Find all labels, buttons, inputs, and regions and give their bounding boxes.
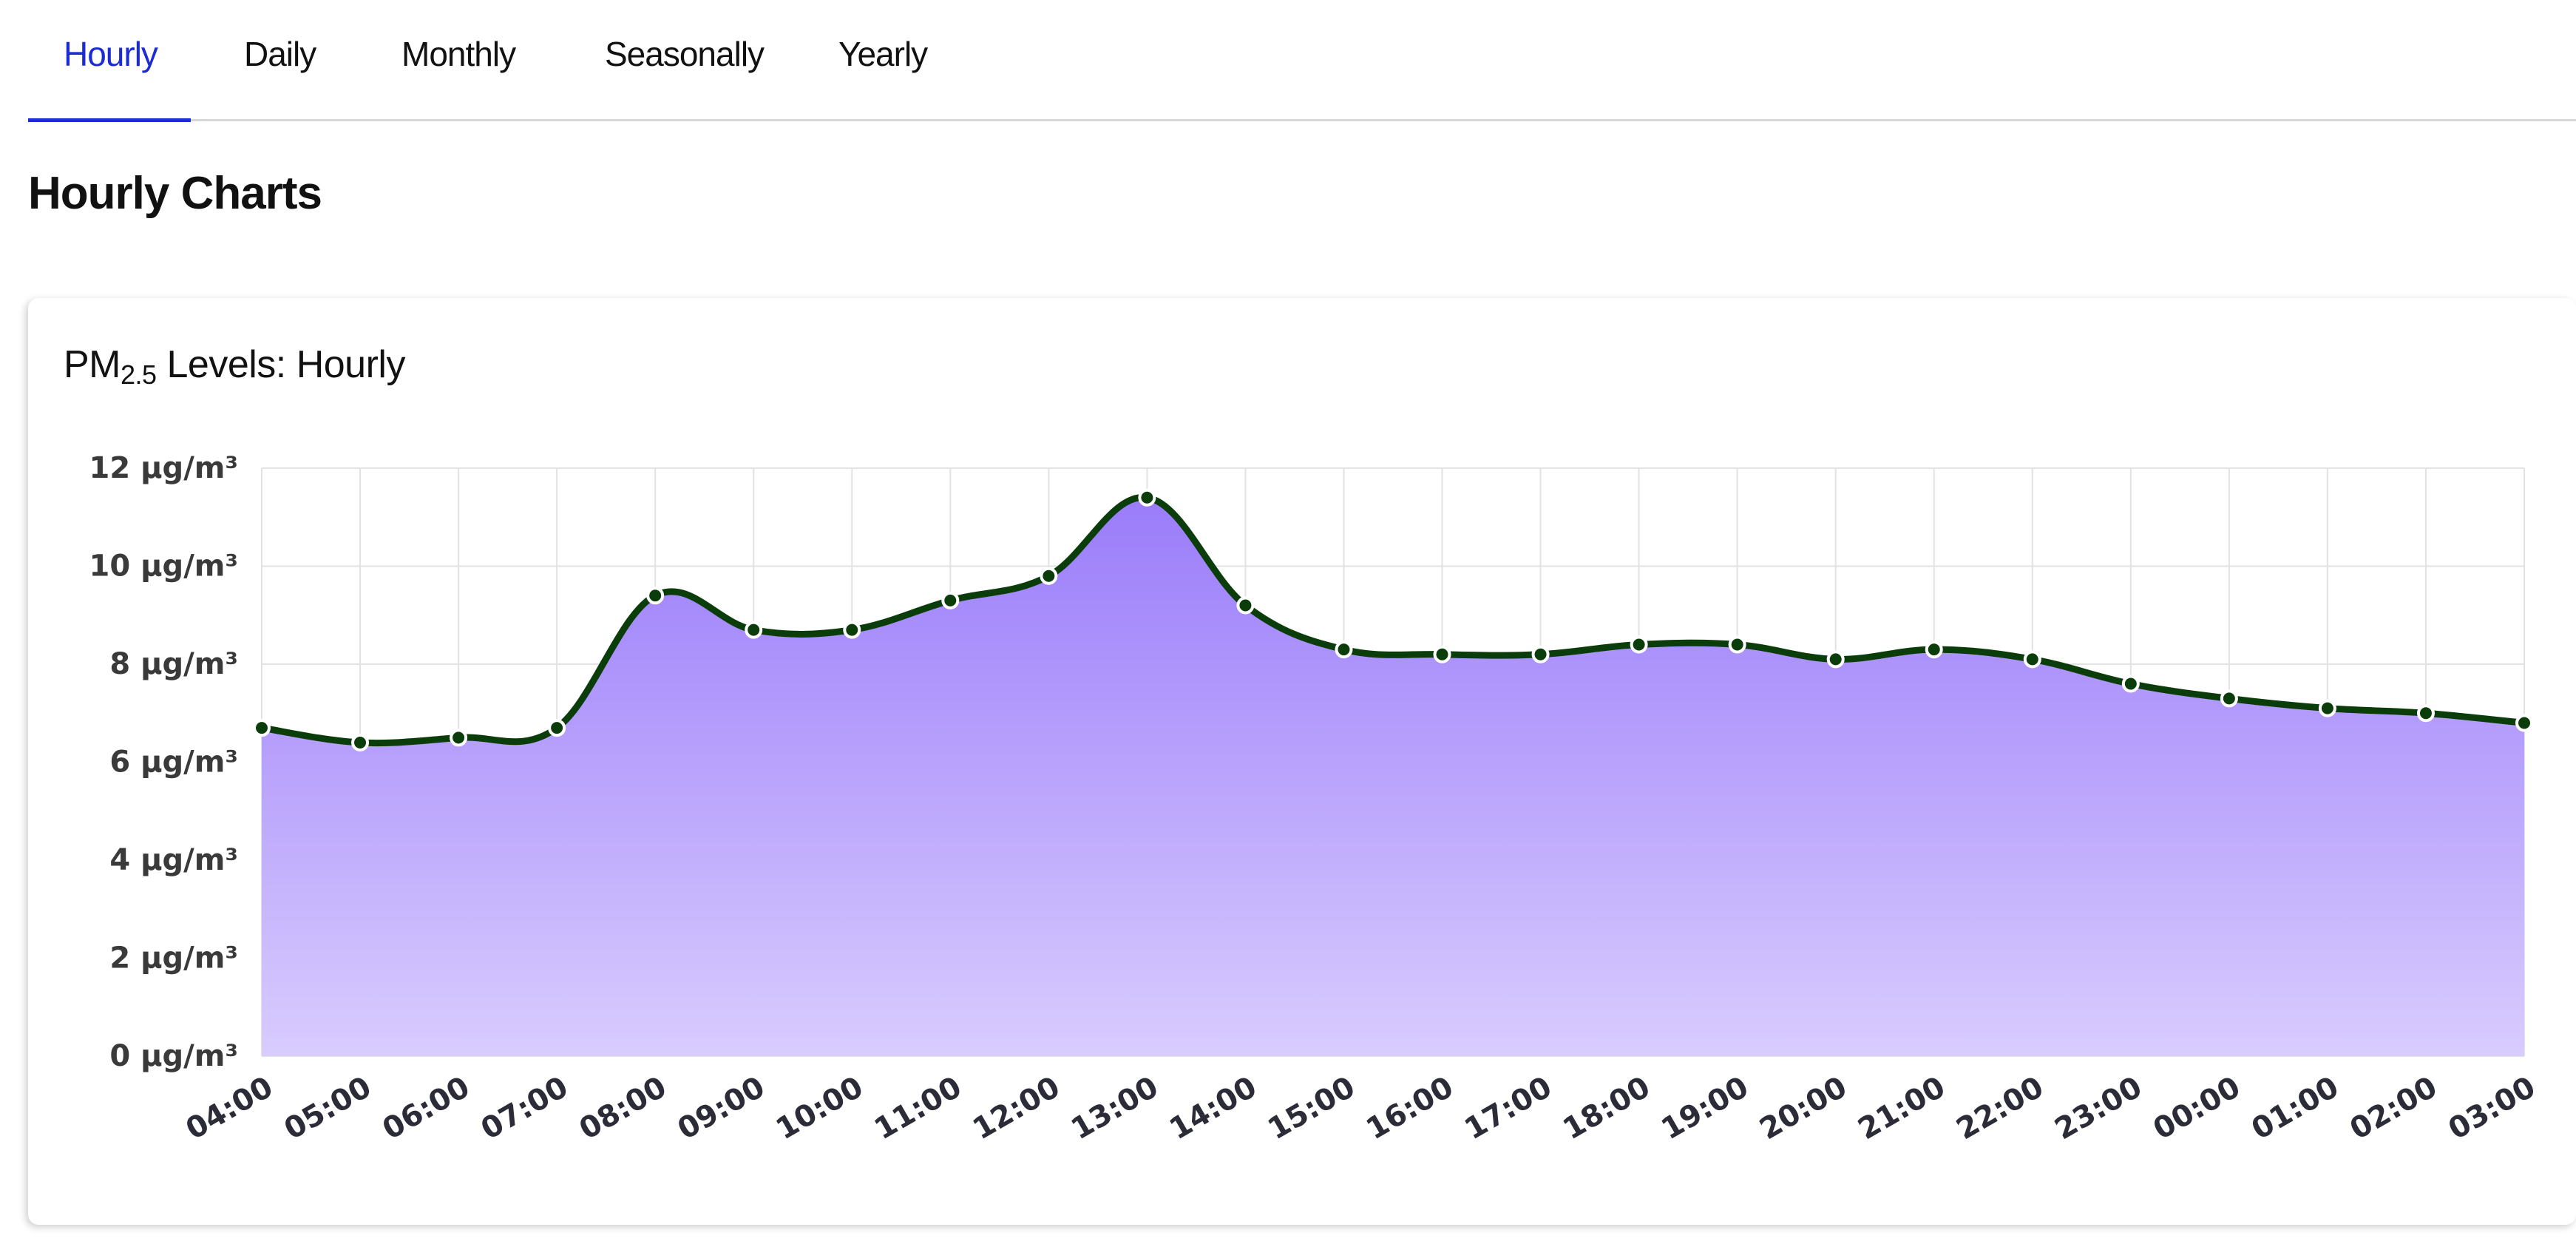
chart-title-rest: Levels: Hourly bbox=[156, 343, 405, 386]
page-title: Hourly Charts bbox=[28, 168, 322, 219]
pm25-area-chart: 0 µg/m³ 2 µg/m³ 4 µg/m³ 6 µg/m³ 8 µg/m³ 10 µg… bbox=[89, 451, 2541, 1147]
x-tick-label: 04:00 bbox=[180, 1070, 279, 1147]
data-point-2100 bbox=[1925, 641, 1943, 659]
data-point-0100 bbox=[2318, 699, 2336, 717]
data-point-1900 bbox=[1728, 635, 1746, 654]
x-tick-label: 08:00 bbox=[574, 1070, 672, 1147]
area-fill bbox=[262, 497, 2524, 1056]
tab-yearly[interactable]: Yearly bbox=[838, 35, 928, 73]
x-tick-label: 15:00 bbox=[1262, 1070, 1360, 1147]
data-point-1500 bbox=[1335, 641, 1353, 659]
data-point-0800 bbox=[646, 587, 665, 605]
data-point-0200 bbox=[2416, 704, 2435, 723]
x-tick-label: 23:00 bbox=[2050, 1070, 2148, 1147]
y-tick-label: 10 µg/m³ bbox=[89, 550, 238, 584]
x-tick-label: 19:00 bbox=[1655, 1070, 1754, 1147]
tab-daily[interactable]: Daily bbox=[244, 35, 316, 73]
x-tick-label: 22:00 bbox=[1951, 1070, 2050, 1147]
x-tick-label: 18:00 bbox=[1557, 1070, 1655, 1147]
data-point-1000 bbox=[843, 621, 861, 639]
chart-title-main: PM bbox=[64, 343, 121, 386]
data-point-1200 bbox=[1040, 567, 1058, 585]
x-tick-label: 10:00 bbox=[770, 1070, 869, 1147]
x-tick-label: 21:00 bbox=[1852, 1070, 1950, 1147]
y-tick-label: 8 µg/m³ bbox=[109, 647, 238, 681]
x-tick-label: 00:00 bbox=[2148, 1070, 2246, 1147]
data-point-2000 bbox=[1826, 650, 1845, 669]
y-tick-label: 4 µg/m³ bbox=[109, 843, 238, 877]
data-point-0300 bbox=[2515, 714, 2533, 732]
chart-title-subscript: 2.5 bbox=[121, 359, 157, 390]
data-point-1800 bbox=[1630, 635, 1648, 654]
data-point-1100 bbox=[941, 591, 960, 609]
x-tick-label: 09:00 bbox=[672, 1070, 770, 1147]
x-tick-label: 14:00 bbox=[1164, 1070, 1262, 1147]
tab-monthly[interactable]: Monthly bbox=[401, 35, 516, 73]
x-tick-label: 12:00 bbox=[967, 1070, 1065, 1147]
x-tick-label: 17:00 bbox=[1459, 1070, 1557, 1147]
x-tick-label: 03:00 bbox=[2443, 1070, 2541, 1147]
data-point-1400 bbox=[1236, 596, 1255, 615]
x-tick-label: 02:00 bbox=[2345, 1070, 2443, 1147]
data-point-1300 bbox=[1138, 488, 1156, 507]
x-tick-label: 11:00 bbox=[869, 1070, 967, 1147]
data-point-1600 bbox=[1433, 645, 1451, 663]
data-point-2200 bbox=[2023, 650, 2041, 669]
x-tick-label: 16:00 bbox=[1360, 1070, 1459, 1147]
tab-hourly[interactable]: Hourly bbox=[64, 35, 158, 73]
x-tick-label: 20:00 bbox=[1754, 1070, 1852, 1147]
tab-seasonally[interactable]: Seasonally bbox=[605, 35, 765, 73]
y-tick-label: 0 µg/m³ bbox=[109, 1039, 238, 1073]
data-point-0600 bbox=[450, 729, 468, 747]
data-point-0700 bbox=[548, 719, 566, 737]
data-point-0000 bbox=[2220, 689, 2238, 708]
data-point-2300 bbox=[2121, 675, 2140, 693]
x-tick-label: 06:00 bbox=[377, 1070, 475, 1147]
chart-card: PM2.5 Levels: Hourly 0 µg/m³ 2 µg/m³ 4 µg/… bbox=[28, 298, 2576, 1225]
y-tick-label: 6 µg/m³ bbox=[109, 746, 238, 780]
data-point-0900 bbox=[745, 621, 763, 639]
data-point-0400 bbox=[253, 719, 271, 737]
y-tick-label: 2 µg/m³ bbox=[109, 942, 238, 976]
data-point-1700 bbox=[1531, 645, 1550, 663]
x-tick-label: 07:00 bbox=[475, 1070, 574, 1147]
active-tab-indicator bbox=[28, 118, 191, 122]
tab-bar: Hourly Daily Monthly Seasonally Yearly bbox=[28, 0, 2576, 122]
y-tick-label: 12 µg/m³ bbox=[89, 451, 238, 485]
x-tick-label: 01:00 bbox=[2246, 1070, 2345, 1147]
data-point-0500 bbox=[351, 734, 370, 751]
x-tick-label: 13:00 bbox=[1065, 1070, 1164, 1147]
chart-title: PM2.5 Levels: Hourly bbox=[64, 339, 405, 401]
x-tick-label: 05:00 bbox=[279, 1070, 377, 1147]
